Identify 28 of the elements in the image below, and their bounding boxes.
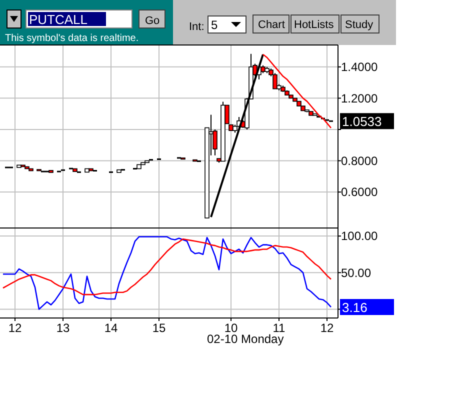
x-tick-label: 12 (320, 321, 334, 335)
x-tick-label: 13 (56, 321, 70, 335)
text: Chart (258, 19, 285, 31)
y-tick-label: 1.4000 (341, 60, 378, 74)
x-tick-label: 11 (272, 321, 286, 335)
text: PUTCALL (29, 12, 88, 27)
x-tick-label: 14 (104, 321, 118, 335)
text: 5 (211, 18, 218, 32)
text: 3.16 (342, 300, 368, 315)
y-tick-label: 100.00 (341, 229, 378, 244)
y-tick-label: 0.8000 (341, 154, 378, 168)
text: Int: (189, 21, 204, 33)
line-series (2, 238, 332, 296)
text: 1.0533 (342, 114, 382, 130)
text: HotLists (294, 19, 334, 31)
line-series (2, 236, 332, 310)
y-tick-label: 0.6000 (341, 185, 378, 200)
x-tick-label: 15 (152, 321, 166, 335)
x-tick-label: 10 (224, 321, 238, 335)
text: 02-10 Monday (207, 332, 284, 346)
text: This symbol's data is realtime. (5, 33, 139, 44)
x-tick-label: 12 (8, 321, 22, 335)
y-tick-label: 50.00 (341, 266, 372, 280)
candlestick (272, 72, 278, 90)
text: Go (145, 15, 160, 27)
text: Study (345, 19, 374, 31)
y-tick-label: 1.2000 (341, 91, 378, 106)
line-series (262, 54, 332, 129)
